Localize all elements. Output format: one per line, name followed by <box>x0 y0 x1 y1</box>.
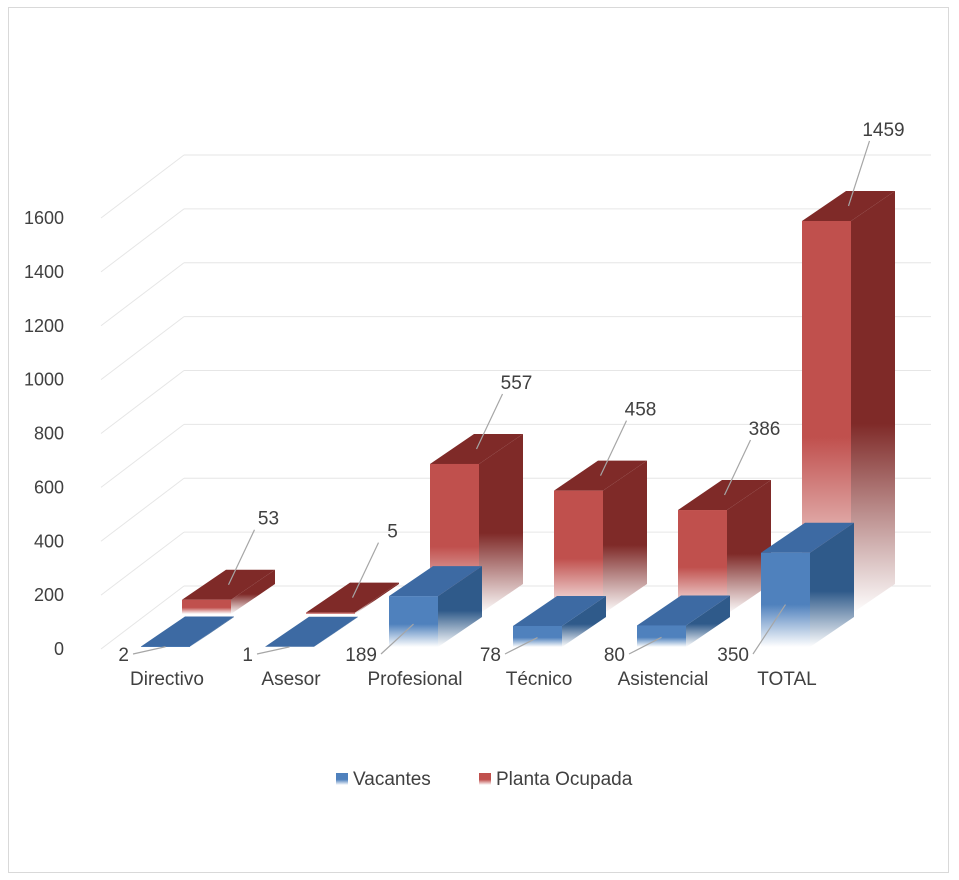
x-tick-label: Profesional <box>367 669 462 690</box>
x-tick-label: Directivo <box>130 669 204 690</box>
leader-line <box>599 420 628 476</box>
y-tick-label: 1000 <box>24 370 64 390</box>
gridline-side <box>100 154 185 219</box>
gridline-side <box>100 423 185 488</box>
legend-swatch-vacantes <box>336 773 348 785</box>
x-tick-label: Asistencial <box>618 669 709 690</box>
data-label-vacantes: 1 <box>242 645 253 666</box>
leader-line <box>380 623 414 655</box>
leader-line <box>132 646 166 655</box>
leader-line <box>723 439 752 496</box>
bar-planta-ocupada <box>306 582 399 614</box>
y-tick-label: 200 <box>34 585 64 605</box>
bar-vacantes <box>265 616 358 647</box>
bar-vacantes <box>637 595 730 647</box>
bar-vacantes <box>141 616 234 647</box>
bar-planta-ocupada <box>182 569 275 614</box>
x-tick-label: TOTAL <box>757 669 816 690</box>
leader-line <box>752 604 787 655</box>
gridline-side <box>100 208 185 273</box>
data-label-planta-ocupada: 458 <box>625 400 657 421</box>
bar-vacantes <box>513 595 606 647</box>
y-tick-label: 600 <box>34 477 64 497</box>
x-tick-label: Asesor <box>261 669 321 690</box>
data-label-vacantes: 189 <box>345 645 377 666</box>
data-label-vacantes: 78 <box>480 645 501 666</box>
leader-line <box>628 636 662 655</box>
y-tick-label: 0 <box>54 639 64 659</box>
data-label-vacantes: 350 <box>717 645 749 666</box>
chart-frame: 0 200 400 600 800 1000 1200 1400 1600 Directivo As… <box>8 7 949 873</box>
data-label-planta-ocupada: 53 <box>258 509 279 530</box>
chart-plot: 0 200 400 600 800 1000 1200 1400 1600 Directivo As… <box>24 120 931 790</box>
legend: Vacantes Planta Ocupada <box>336 769 633 790</box>
bar-vacantes <box>389 566 482 647</box>
gridline-side <box>100 262 185 327</box>
legend-label-vacantes: Vacantes <box>353 769 431 790</box>
x-tick-label: Técnico <box>506 669 573 690</box>
leader-line <box>256 646 290 655</box>
leader-line <box>351 542 380 598</box>
data-label-planta-ocupada: 557 <box>501 373 533 394</box>
bar-planta-ocupada <box>678 480 771 614</box>
y-tick-label: 400 <box>34 531 64 551</box>
y-tick-label: 1400 <box>24 262 64 282</box>
leader-line <box>475 393 504 450</box>
gridline-side <box>100 585 185 650</box>
gridline-side <box>100 316 185 381</box>
legend-swatch-planta-ocupada <box>479 773 491 785</box>
data-label-vacantes: 80 <box>604 645 625 666</box>
data-label-planta-ocupada: 5 <box>387 522 398 543</box>
gridline-side <box>100 531 185 596</box>
gridline-side <box>100 477 185 542</box>
leader-line <box>227 529 256 585</box>
y-tick-label: 800 <box>34 424 64 444</box>
legend-label-planta-ocupada: Planta Ocupada <box>496 769 633 790</box>
bar-planta-ocupada <box>554 460 647 614</box>
gridline-side <box>100 370 185 434</box>
y-tick-label: 1600 <box>24 208 64 228</box>
data-label-vacantes: 2 <box>118 645 129 666</box>
leader-line <box>504 637 538 655</box>
data-label-planta-ocupada: 386 <box>749 419 781 440</box>
leader-line <box>847 140 871 207</box>
y-tick-label: 1200 <box>24 316 64 336</box>
bar-vacantes <box>761 522 854 647</box>
data-label-planta-ocupada: 1459 <box>862 120 904 141</box>
